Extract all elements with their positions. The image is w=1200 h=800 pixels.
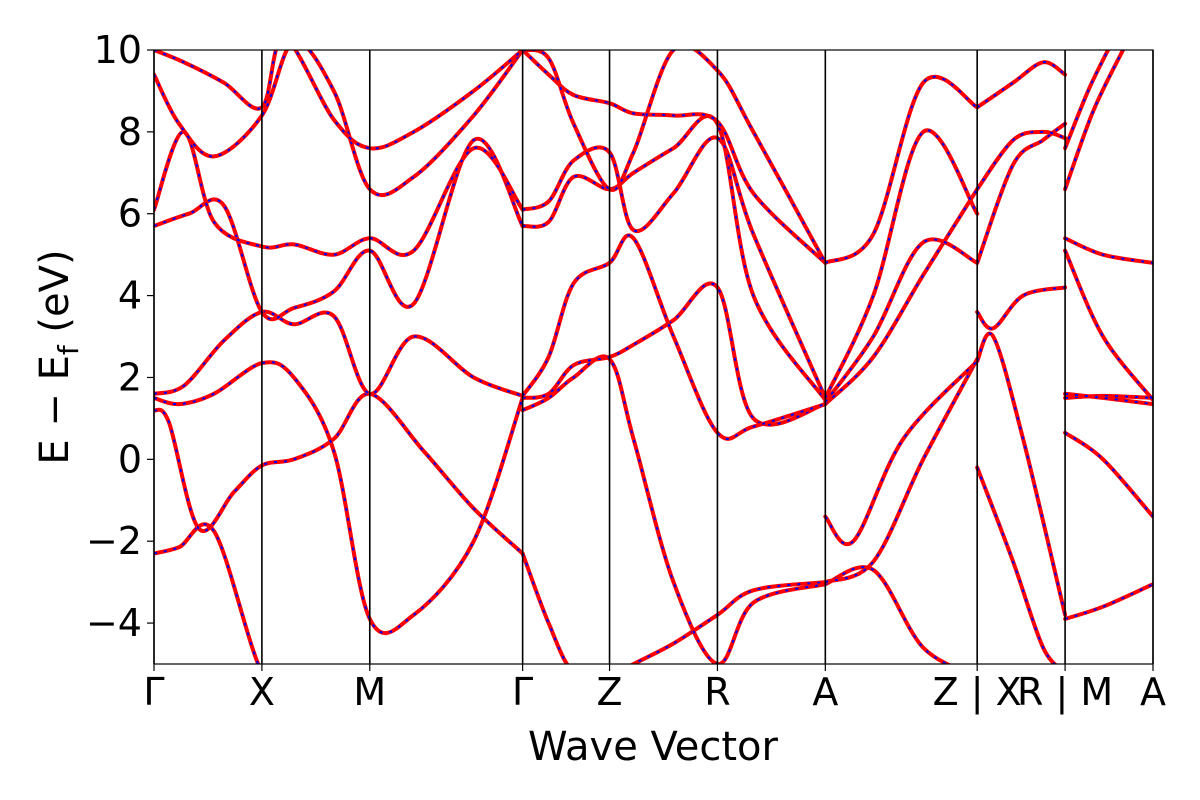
band-line-32 (1063, 391, 1153, 407)
band-overlay-30 (1064, 431, 1153, 518)
band-line-16 (823, 565, 952, 664)
band-overlay-35 (1064, 50, 1124, 190)
band-line-27 (975, 129, 1068, 192)
band-overlay-23 (976, 467, 1057, 664)
y-tick-label-4: 4 (118, 274, 142, 318)
band-line-0 (154, 522, 261, 664)
x-tick-label-4: Z (597, 670, 623, 714)
y-axis-title-unit: (eV) (32, 249, 78, 345)
band-overlay-33 (1064, 250, 1153, 401)
band-line-17 (823, 357, 980, 585)
y-tick-label-6: 8 (118, 110, 142, 154)
band-line-10 (520, 281, 828, 427)
x-tick-label-9: A (1140, 670, 1166, 714)
band-overlay-18 (824, 360, 978, 546)
band-line-20 (823, 237, 980, 404)
band-line-15 (520, 50, 828, 265)
x-axis-ticks: Γ X M Γ Z R A Z | XR | M A (143, 664, 1166, 715)
band-line-8 (520, 551, 828, 664)
band-overlay-29 (1064, 583, 1153, 620)
x-tick-label-0: Γ (143, 670, 164, 714)
x-tick-label-5: R (704, 670, 730, 714)
band-overlay-19 (824, 188, 979, 405)
y-tick-label-1: −2 (86, 519, 142, 563)
y-tick-label-7: 10 (94, 28, 142, 72)
band-overlay-2 (154, 361, 524, 634)
bands-layer (154, 50, 1153, 664)
y-tick-label-5: 6 (118, 192, 142, 236)
band-overlay-5 (154, 130, 524, 257)
band-overlay-25 (976, 286, 1066, 330)
x-axis-title: Wave Vector (528, 724, 779, 770)
x-tick-label-8: R | M (1017, 670, 1113, 715)
band-overlay-22 (824, 75, 978, 264)
y-tick-label-3: 2 (118, 355, 142, 399)
band-line-6 (154, 50, 525, 198)
band-overlay-36 (1064, 50, 1109, 149)
x-tick-label-1: X (249, 670, 275, 714)
y-axis-ticks: −4 −2 0 2 4 6 8 10 (86, 28, 154, 645)
x-tick-label-2: M (353, 670, 386, 714)
y-tick-label-0: −4 (86, 601, 142, 645)
band-line-11 (520, 233, 828, 441)
x-tick-label-7: Z | X (933, 670, 1022, 715)
band-line-12 (520, 114, 828, 402)
band-overlay-3 (154, 310, 523, 397)
x-tick-label-6: A (812, 670, 838, 714)
band-line-9 (520, 354, 828, 664)
x-tick-label-3: Γ (512, 670, 533, 714)
band-overlay-24 (976, 332, 1067, 616)
band-overlay-21 (824, 129, 979, 399)
band-overlay-4 (154, 137, 524, 321)
y-tick-label-2: 0 (118, 437, 142, 481)
y-axis-title-subscript: f (52, 344, 85, 355)
band-line-28 (975, 60, 1068, 110)
plot-frame (153, 49, 1154, 665)
band-overlay-7 (154, 50, 524, 150)
y-axis-title-main: E − E (32, 355, 78, 465)
band-overlay-26 (976, 122, 1066, 264)
y-axis-title: E − Ef (eV) (32, 249, 85, 464)
band-overlay-34 (1064, 237, 1153, 264)
band-line-13 (520, 135, 828, 400)
band-overlay-1 (154, 392, 524, 555)
